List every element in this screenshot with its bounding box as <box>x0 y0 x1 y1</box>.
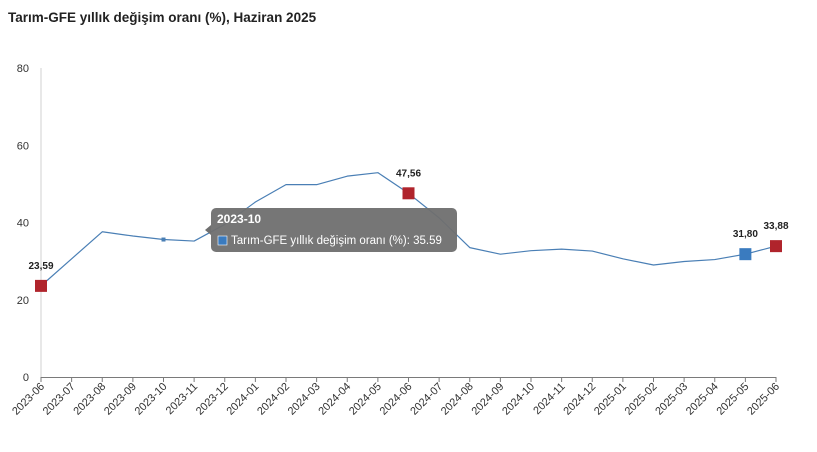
x-tick-label: 2023-08 <box>71 381 108 418</box>
x-tick-label: 2024-02 <box>255 381 292 418</box>
x-tick-label: 2024-04 <box>316 381 353 418</box>
x-tick-label: 2024-10 <box>500 381 537 418</box>
x-tick-label: 2024-09 <box>469 381 506 418</box>
data-label: 31,80 <box>733 229 758 240</box>
x-tick-label: 2025-05 <box>714 381 751 418</box>
x-tick-label: 2024-05 <box>347 381 384 418</box>
x-tick-label: 2024-07 <box>408 381 445 418</box>
chart-title: Tarım-GFE yıllık değişim oranı (%), Hazi… <box>8 10 317 25</box>
data-label: 23,59 <box>28 261 53 272</box>
tooltip-title: 2023-10 <box>217 212 261 226</box>
data-label: 33,88 <box>763 221 788 232</box>
y-tick-label: 80 <box>17 63 29 75</box>
x-tick-label: 2023-10 <box>133 381 170 418</box>
tooltip: 2023-10 Tarım-GFE yıllık değişim oranı (%… <box>205 208 457 252</box>
y-tick-label: 40 <box>17 218 29 230</box>
x-tick-label: 2023-11 <box>164 381 200 417</box>
x-tick-label: 2023-06 <box>10 381 47 418</box>
data-label: 47,56 <box>396 168 421 179</box>
x-tick-label: 2025-01 <box>592 381 629 418</box>
x-tick-label: 2024-06 <box>378 381 415 418</box>
x-tick-label: 2023-07 <box>41 381 78 418</box>
x-tick-label: 2023-12 <box>194 381 231 418</box>
tooltip-series-swatch <box>217 235 228 246</box>
x-tick-label: 2024-03 <box>286 381 323 418</box>
x-tick-label: 2025-06 <box>745 381 782 418</box>
data-point-marker <box>402 187 415 200</box>
tooltip-pointer <box>205 225 211 235</box>
x-tick-label: 2025-04 <box>684 381 721 418</box>
x-tick-label: 2025-03 <box>653 381 690 418</box>
data-labels: 23,59 47,56 31,80 33,88 <box>28 168 788 272</box>
x-tick-label: 2024-01 <box>224 381 261 418</box>
data-point-marker <box>35 279 47 292</box>
x-tick-label: 2025-02 <box>623 381 660 418</box>
x-tick-label: 2023-09 <box>102 381 139 418</box>
y-tick-label: 20 <box>17 295 29 307</box>
x-tick-label: 2024-12 <box>561 381 598 418</box>
hover-point-marker <box>161 237 166 242</box>
y-tick-label: 60 <box>17 140 29 152</box>
tooltip-body: Tarım-GFE yıllık değişim oranı (%): 35.5… <box>231 235 442 247</box>
x-tick-label: 2024-11 <box>531 381 567 417</box>
tooltip-box <box>211 208 457 252</box>
x-tick-label: 2024-08 <box>439 381 476 418</box>
data-point-marker <box>770 240 782 253</box>
data-point-marker <box>739 248 752 261</box>
markers-layer <box>35 187 782 292</box>
y-tick-label: 0 <box>23 372 29 384</box>
